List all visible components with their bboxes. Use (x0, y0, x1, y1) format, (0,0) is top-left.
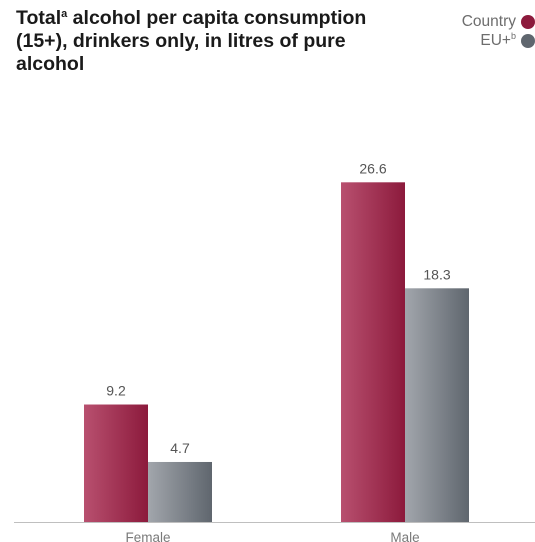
bar-country-female (84, 404, 148, 522)
bar-country-male (341, 182, 405, 523)
legend-item-country: Country (395, 12, 535, 31)
bars-group (84, 182, 469, 523)
value-label-eu-female: 4.7 (170, 440, 190, 456)
bar-eu-female (148, 461, 212, 522)
title-superscript: a (61, 8, 68, 20)
value-label-country-male: 26.6 (359, 160, 386, 176)
category-labels-group: Female Male (125, 530, 419, 542)
legend: Country EU+b (395, 12, 535, 50)
legend-label-eu-text: EU+ (480, 31, 511, 49)
legend-swatch-country (521, 14, 535, 29)
value-label-country-female: 9.2 (106, 383, 126, 399)
chart-title: Totala alcohol per capita consumption (1… (16, 7, 376, 76)
title-rest: alcohol per capita consumption (15+), dr… (16, 7, 367, 75)
legend-item-eu: EU+b (395, 31, 535, 50)
value-labels-group: 9.2 4.7 26.6 18.3 (106, 160, 451, 456)
legend-label-country: Country (461, 12, 516, 30)
category-label-male: Male (390, 530, 419, 542)
bar-eu-male (405, 288, 469, 522)
category-label-female: Female (125, 530, 170, 542)
value-label-eu-male: 18.3 (423, 266, 450, 282)
legend-label-eu: EU+b (480, 30, 516, 50)
title-main: Total (16, 7, 62, 29)
legend-label-eu-superscript: b (510, 30, 516, 41)
legend-swatch-eu (521, 33, 535, 48)
